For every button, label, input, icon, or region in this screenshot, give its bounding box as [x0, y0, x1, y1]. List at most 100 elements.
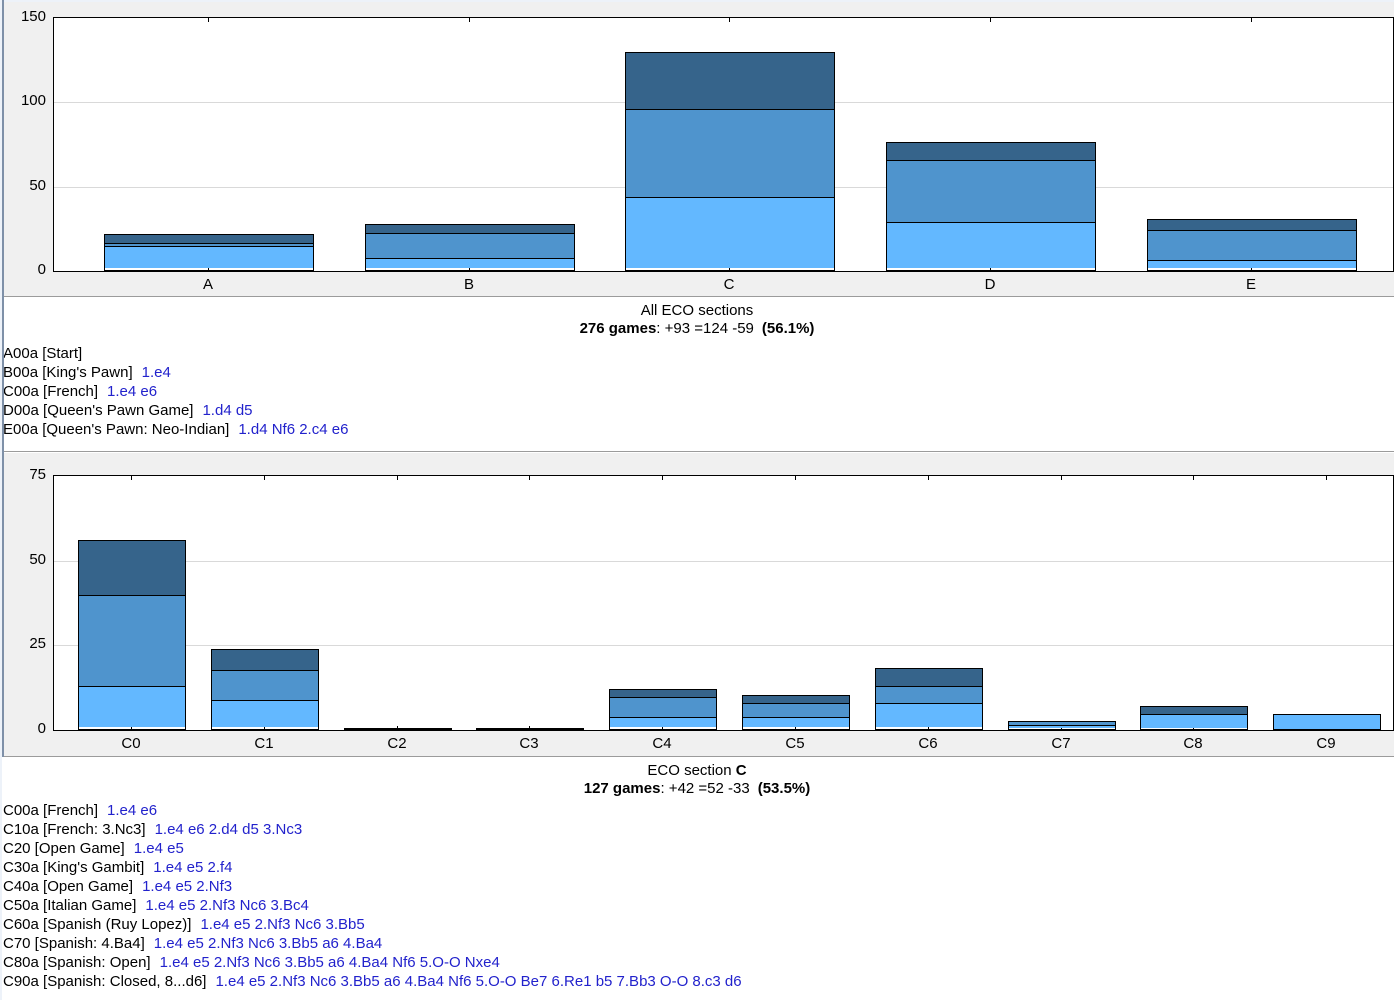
- category-tick-bottom: [208, 267, 209, 271]
- eco-code-label: C60a [Spanish (Ruy Lopez)]: [3, 916, 192, 933]
- category-tick-bottom: [131, 726, 132, 730]
- bar-C5[interactable]: [742, 695, 850, 730]
- eco-list-item[interactable]: C10a [French: 3.Nc3] 1.e4 e6 2.d4 d5 3.Nc…: [3, 820, 1394, 839]
- section-title-all: All ECO sections: [0, 302, 1394, 320]
- section-title-bold: C: [735, 762, 747, 779]
- eco-list-item[interactable]: C90a [Spanish: Closed, 8...d6] 1.e4 e5 2.…: [3, 972, 1394, 991]
- eco-moves-text: 1.e4 e5 2.Nf3 Nc6 3.Bc4: [145, 897, 309, 914]
- eco-code-label: C00a [French]: [3, 802, 99, 819]
- bar-segment-wins: [1148, 260, 1356, 268]
- bar-segment-wins: [887, 222, 1095, 268]
- eco-list-item[interactable]: C30a [King's Gambit] 1.e4 e5 2.f4: [3, 858, 1394, 877]
- eco-list-item[interactable]: C20 [Open Game] 1.e4 e5: [3, 839, 1394, 858]
- panel-divider-highlight: [0, 297, 1394, 298]
- bar-segment-wins: [743, 717, 849, 727]
- bar-C4[interactable]: [609, 689, 717, 730]
- eco-moves-text: 1.e4 e5 2.Nf3: [142, 878, 233, 895]
- eco-moves-text: 1.e4 e5 2.Nf3 Nc6 3.Bb5 a6 4.Ba4 Nf6 5.O…: [159, 954, 500, 971]
- eco-list-item[interactable]: D00a [Queen's Pawn Game] 1.d4 d5: [3, 401, 1394, 420]
- eco-list-item[interactable]: A00a [Start]: [3, 344, 1394, 363]
- bar-C0[interactable]: [78, 540, 186, 730]
- category-tick-bottom: [990, 267, 991, 271]
- eco-list-item[interactable]: B00a [King's Pawn] 1.e4: [3, 363, 1394, 382]
- eco-code-label: D00a [Queen's Pawn Game]: [3, 402, 194, 419]
- games-summary-all: 276 games: +93 =124 -59 (56.1%): [0, 320, 1394, 338]
- category-tick-top: [264, 476, 265, 480]
- category-tick-bottom: [264, 726, 265, 730]
- category-tick-top: [1251, 18, 1252, 22]
- eco-moves-text: 1.e4: [141, 364, 171, 381]
- eco-list-item[interactable]: C40a [Open Game] 1.e4 e5 2.Nf3: [3, 877, 1394, 896]
- section-title-text: All ECO sections: [640, 302, 754, 319]
- x-tick-label: A: [202, 276, 213, 293]
- x-tick-label: C5: [785, 735, 805, 752]
- bar-segment-losses: [212, 650, 318, 670]
- category-tick-top: [990, 18, 991, 22]
- eco-code-label: C90a [Spanish: Closed, 8...d6]: [3, 973, 207, 990]
- category-tick-bottom: [795, 726, 796, 730]
- x-tick-label: C9: [1316, 735, 1336, 752]
- category-tick-top: [1193, 476, 1194, 480]
- bar-segment-wins: [79, 686, 185, 727]
- eco-chart-panel-c: 0 25 50 75 C0 C1 C2 C3 C4 C5 C6 C7 C8 C9: [0, 453, 1394, 756]
- eco-list-item[interactable]: C80a [Spanish: Open] 1.e4 e5 2.Nf3 Nc6 3.…: [3, 953, 1394, 972]
- y-tick-label: 75: [29, 466, 46, 483]
- category-tick-top: [397, 476, 398, 480]
- eco-list-item[interactable]: C60a [Spanish (Ruy Lopez)] 1.e4 e5 2.Nf3 …: [3, 915, 1394, 934]
- bar-segment-wins: [1141, 714, 1247, 728]
- category-tick-top: [469, 18, 470, 22]
- bar-C3[interactable]: [476, 728, 584, 730]
- grid-line: [54, 561, 1393, 562]
- eco-code-label: A00a [Start]: [3, 345, 83, 362]
- category-tick-top: [1061, 476, 1062, 480]
- bar-C1[interactable]: [211, 649, 319, 730]
- section-info-c: ECO section C 127 games: +42 =52 -33 (53.…: [0, 758, 1394, 1000]
- eco-code-label: C00a [French]: [3, 383, 99, 400]
- bar-C2[interactable]: [344, 728, 452, 730]
- bar-segment-draws: [366, 233, 574, 258]
- panel-divider: [0, 451, 1394, 452]
- eco-list-item[interactable]: C00a [French] 1.e4 e6: [3, 801, 1394, 820]
- eco-code-label: C40a [Open Game]: [3, 878, 134, 895]
- bar-segment-draws: [105, 243, 313, 246]
- games-count: 127 games: [583, 780, 661, 797]
- panel-divider-highlight: [0, 452, 1394, 453]
- result-stats: : +93 =124 -59: [656, 320, 754, 337]
- bar-C6[interactable]: [875, 668, 983, 730]
- eco-list-item[interactable]: C50a [Italian Game] 1.e4 e5 2.Nf3 Nc6 3.B…: [3, 896, 1394, 915]
- y-tick-label: 150: [20, 8, 46, 25]
- y-tick-label: 50: [29, 551, 46, 568]
- section-title-text: ECO section: [647, 762, 736, 779]
- eco-list-item[interactable]: C70 [Spanish: 4.Ba4] 1.e4 e5 2.Nf3 Nc6 3.…: [3, 934, 1394, 953]
- bar-C[interactable]: [625, 52, 835, 271]
- chart-plot-area-all: [53, 17, 1394, 272]
- category-tick-top: [208, 18, 209, 22]
- bar-segment-losses: [610, 690, 716, 697]
- bar-D[interactable]: [886, 142, 1096, 271]
- window-left-border: [2, 0, 4, 757]
- eco-list-item[interactable]: E00a [Queen's Pawn: Neo-Indian] 1.d4 Nf6 …: [3, 420, 1394, 439]
- category-tick-bottom: [1251, 267, 1252, 271]
- x-tick-label: D: [984, 276, 996, 293]
- eco-list-item[interactable]: C00a [French] 1.e4 e6: [3, 382, 1394, 401]
- bar-B[interactable]: [365, 224, 575, 271]
- games-summary-c: 127 games: +42 =52 -33 (53.5%): [0, 780, 1394, 798]
- bar-C8[interactable]: [1140, 706, 1248, 730]
- bar-segment-losses: [79, 541, 185, 595]
- bar-segment-wins: [610, 717, 716, 727]
- bar-segment-losses: [743, 696, 849, 703]
- grid-line: [54, 645, 1393, 646]
- eco-moves-text: 1.e4 e5 2.Nf3 Nc6 3.Bb5 a6 4.Ba4 Nf6 5.O…: [215, 973, 742, 990]
- bar-E[interactable]: [1147, 219, 1357, 271]
- section-title-c: ECO section C: [0, 762, 1394, 780]
- eco-code-label: C10a [French: 3.Nc3]: [3, 821, 146, 838]
- bar-segment-wins: [1274, 715, 1380, 729]
- x-tick-label: C0: [121, 735, 141, 752]
- eco-moves-text: 1.e4 e5 2.Nf3 Nc6 3.Bb5 a6 4.Ba4: [153, 935, 383, 952]
- bar-C9[interactable]: [1273, 714, 1381, 730]
- x-tick-label: C1: [254, 735, 274, 752]
- bar-C7[interactable]: [1008, 721, 1116, 730]
- eco-code-label: C80a [Spanish: Open]: [3, 954, 151, 971]
- bar-A[interactable]: [104, 234, 314, 271]
- y-tick-label: 50: [29, 177, 46, 194]
